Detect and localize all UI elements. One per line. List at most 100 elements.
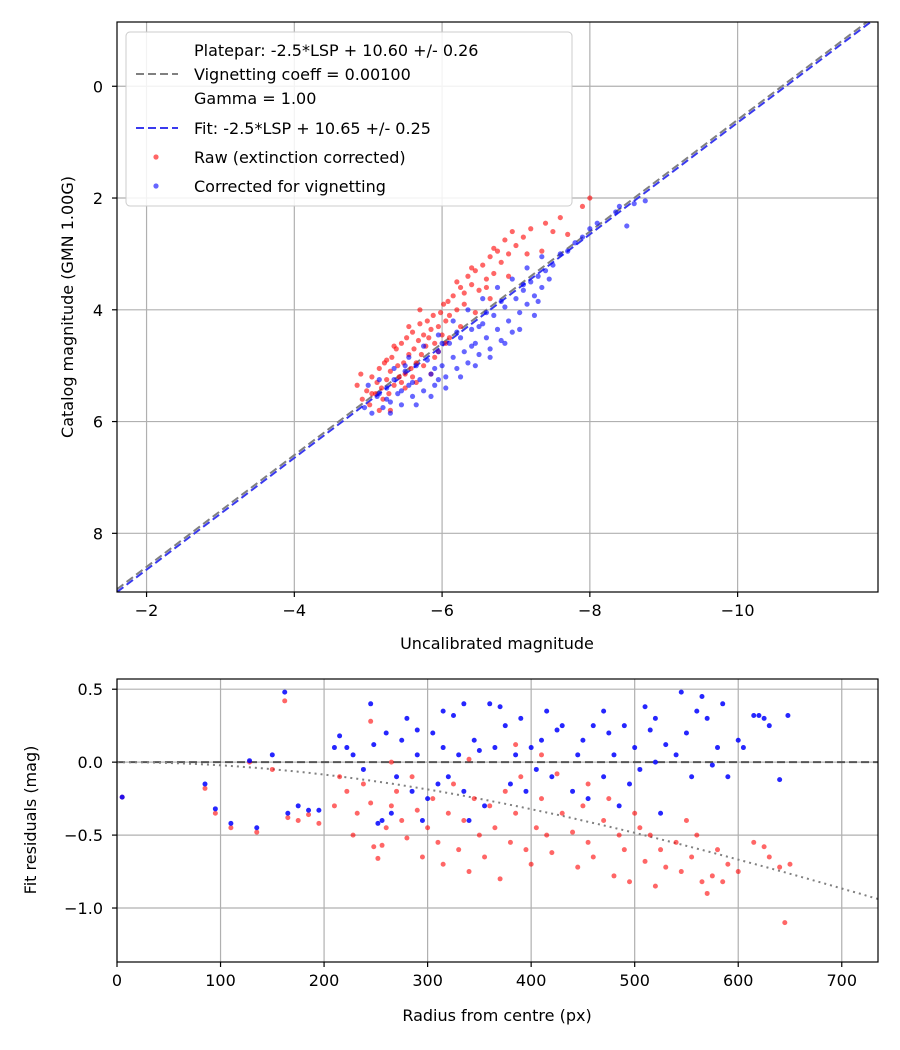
raw-residual-point (642, 858, 648, 864)
corrected-point (365, 382, 371, 388)
raw-point (446, 312, 453, 318)
top-x-tick-label: −4 (283, 601, 307, 620)
bottom-y-tick-label: −0.5 (64, 826, 103, 845)
corrected-point (476, 323, 482, 330)
raw-residual-point (350, 832, 356, 838)
corrected-point (524, 265, 530, 271)
corrected-residual-point (642, 704, 648, 710)
raw-residual-point (585, 781, 591, 787)
top-y-tick-label: 4 (93, 301, 103, 320)
bottom-x-tick-label: 200 (309, 971, 340, 990)
corrected-residual-point (482, 803, 488, 809)
corrected-residual-point (228, 820, 234, 826)
corrected-point (421, 388, 427, 394)
corrected-point (502, 340, 508, 346)
raw-residual-point (518, 774, 524, 780)
vignetting-model-curve (117, 761, 878, 900)
legend: Platepar: -2.5*LSP + 10.60 +/- 0.26 Vign… (125, 31, 573, 207)
corrected-residual-point (611, 752, 617, 758)
corrected-point (480, 321, 486, 327)
corrected-residual-point (440, 708, 446, 714)
corrected-residual-point (575, 752, 581, 758)
corrected-point (376, 377, 382, 383)
corrected-residual-point (785, 712, 791, 718)
raw-residual-point (637, 825, 643, 831)
corrected-point (509, 329, 515, 335)
raw-residual-point (394, 788, 400, 794)
corrected-residual-point (375, 820, 381, 826)
corrected-point (528, 279, 534, 285)
raw-residual-point (606, 796, 612, 802)
raw-residual-point (254, 829, 260, 835)
corrected-residual-point (445, 774, 451, 780)
corrected-residual-point (337, 733, 343, 739)
raw-residual-point (344, 788, 350, 794)
raw-point (364, 388, 370, 394)
corrected-point (443, 385, 449, 391)
corrected-residual-point (388, 810, 394, 816)
corrected-point (428, 393, 434, 400)
raw-point (542, 220, 549, 226)
raw-point (406, 323, 412, 330)
bottom-scatter-points (119, 689, 793, 926)
corrected-residual-point (202, 781, 208, 787)
corrected-point (413, 402, 419, 408)
corrected-residual-point (678, 689, 684, 695)
corrected-residual-point (683, 730, 689, 736)
corrected-residual-point (394, 774, 400, 780)
corrected-residual-point (523, 788, 529, 794)
corrected-point (498, 337, 504, 344)
corrected-point (384, 385, 390, 391)
bottom-y-tick-label: 0.5 (78, 680, 103, 699)
raw-point (550, 228, 556, 235)
corrected-point (494, 284, 501, 291)
corrected-residual-point (409, 788, 415, 794)
corrected-residual-point (658, 810, 664, 816)
corrected-point (480, 296, 486, 302)
corrected-point (546, 276, 552, 282)
corrected-residual-point (740, 745, 746, 751)
corrected-residual-point (725, 774, 731, 780)
fit-line (117, 22, 873, 592)
raw-residual-point (575, 864, 581, 870)
corrected-residual-point (513, 752, 519, 758)
corrected-residual-point (507, 781, 513, 787)
corrected-point (542, 268, 549, 274)
corrected-point (406, 354, 412, 360)
corrected-point (494, 326, 501, 332)
raw-residual-point (627, 879, 633, 885)
raw-point (443, 340, 449, 346)
raw-residual-point (513, 742, 519, 748)
corrected-point (483, 335, 490, 341)
raw-point (457, 323, 464, 330)
raw-residual-point (528, 861, 534, 867)
corrected-residual-point (476, 747, 482, 753)
raw-point (483, 284, 490, 291)
corrected-residual-point (637, 766, 643, 772)
corrected-point (461, 349, 467, 355)
corrected-residual-point (331, 745, 337, 751)
corrected-residual-point (709, 762, 715, 768)
corrected-residual-point (554, 727, 560, 733)
raw-point (424, 318, 430, 324)
corrected-residual-point (528, 745, 534, 751)
raw-residual-point (725, 861, 731, 867)
corrected-point (435, 349, 441, 355)
raw-residual-point (533, 825, 539, 831)
raw-point (513, 242, 519, 249)
top-y-axis-label: Catalog magnitude (GMN 1.00G) (58, 176, 77, 438)
corrected-point (465, 307, 471, 313)
raw-point (539, 248, 545, 254)
corrected-point (391, 365, 397, 372)
raw-point (438, 309, 444, 316)
corrected-point (487, 354, 493, 360)
corrected-residual-point (590, 723, 596, 729)
corrected-point (483, 309, 490, 316)
corrected-point (531, 293, 538, 299)
raw-residual-point (658, 847, 664, 853)
corrected-point (631, 201, 637, 207)
raw-residual-point (694, 832, 700, 838)
raw-point (376, 407, 382, 413)
corrected-residual-point (777, 777, 783, 783)
